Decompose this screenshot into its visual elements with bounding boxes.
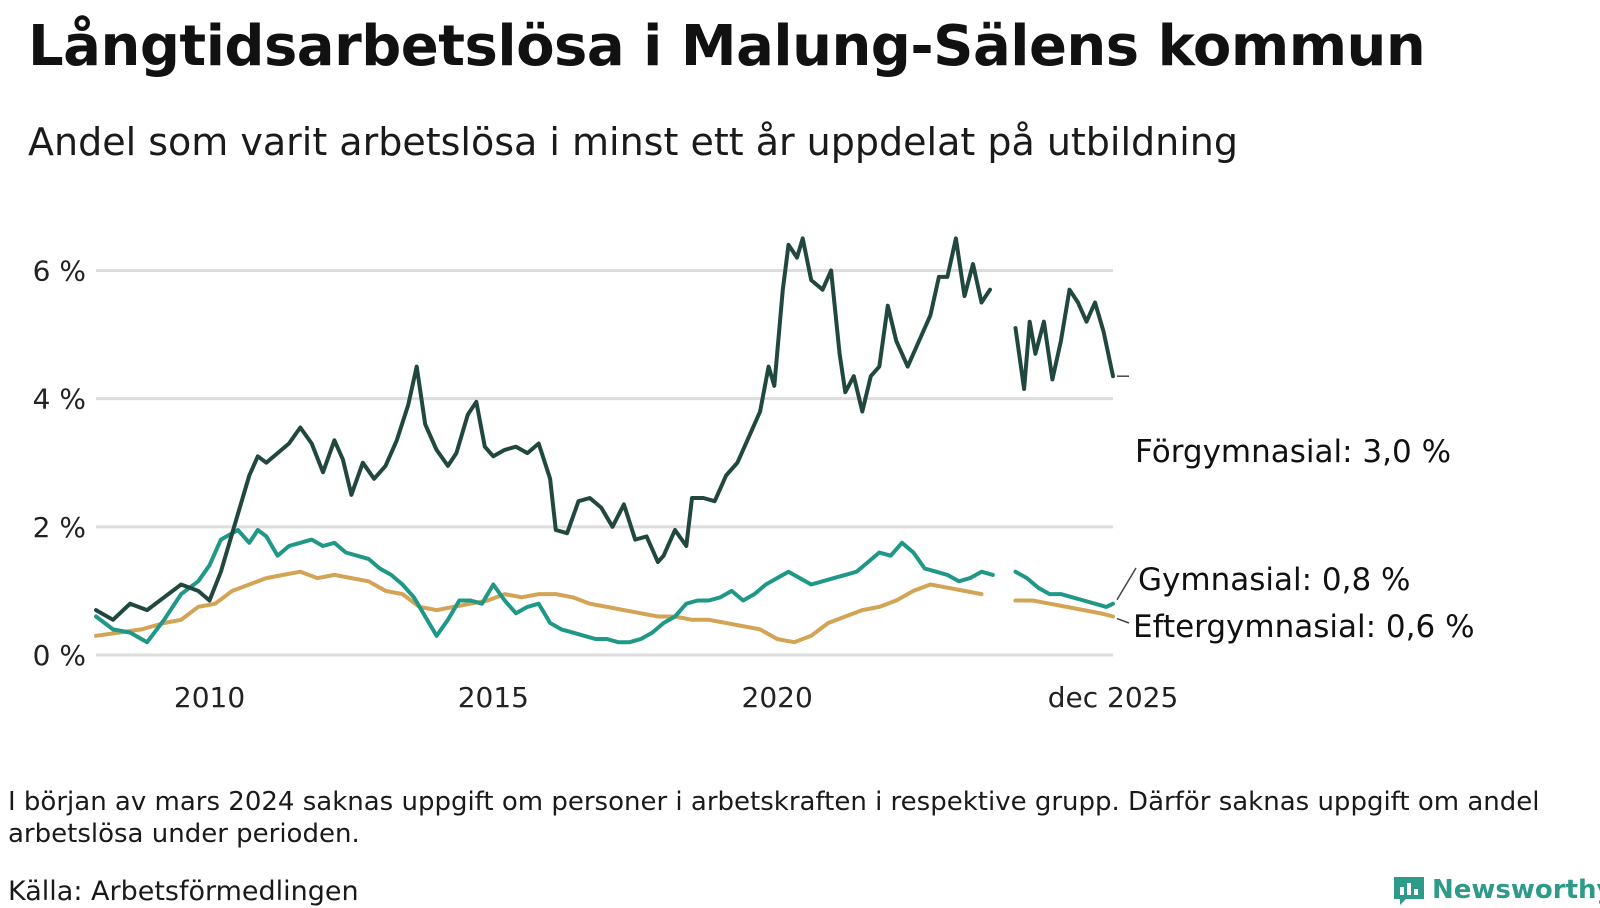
newsworthy-bar-chart-icon	[1394, 877, 1424, 905]
newsworthy-logo[interactable]: Newsworthy	[1392, 872, 1600, 908]
gymnasial-line-segment-0	[94, 528, 995, 645]
brand-name: Newsworthy	[1432, 875, 1600, 905]
footnote: I början av mars 2024 saknas uppgift om …	[8, 787, 1540, 849]
source-credit: Källa: Arbetsförmedlingen	[8, 876, 359, 907]
gymnasial-line-segment-1	[1013, 569, 1115, 609]
eftergymnasial-end-label: Eftergymnasial: 0,6 %	[1133, 609, 1475, 645]
eftergymnasial-line-segment-0	[94, 569, 984, 645]
axis-ticks: 0 % 2 % 4 % 6 % 2010 2015 2020 dec 2025	[33, 254, 1179, 714]
x-tick-label-3: dec 2025	[1048, 681, 1179, 714]
line-chart: Förgymnasial: 3,0 % Gymnasial: 0,8 % Efter…	[33, 236, 1475, 714]
förgymnasial-end-label: Förgymnasial: 3,0 %	[1135, 434, 1451, 470]
grid-lines	[96, 268, 1113, 657]
chart-subtitle: Andel som varit arbetslösa i minst ett å…	[28, 120, 1239, 164]
förgymnasial-line-segment-1	[1013, 287, 1115, 391]
y-tick-label-0: 0 %	[33, 639, 86, 672]
y-tick-label-2: 4 %	[33, 383, 86, 416]
eftergymnasial-line-segment-1	[1013, 598, 1115, 619]
chart-title: Långtidsarbetslösa i Malung-Sälens kommu…	[28, 14, 1426, 79]
series-lines	[94, 236, 1115, 645]
gymnasial-label-connector	[1116, 567, 1137, 601]
series-labels: Förgymnasial: 3,0 % Gymnasial: 0,8 % Efter…	[1116, 375, 1475, 645]
förgymnasial-line-segment-0	[94, 236, 992, 622]
x-tick-label-0: 2010	[174, 681, 245, 714]
x-tick-label-2: 2020	[742, 681, 813, 714]
y-tick-label-3: 6 %	[33, 254, 86, 287]
eftergymnasial-label-connector	[1116, 617, 1130, 624]
x-tick-label-1: 2015	[458, 681, 529, 714]
gymnasial-end-label: Gymnasial: 0,8 %	[1138, 562, 1411, 598]
y-tick-label-1: 2 %	[33, 511, 86, 544]
